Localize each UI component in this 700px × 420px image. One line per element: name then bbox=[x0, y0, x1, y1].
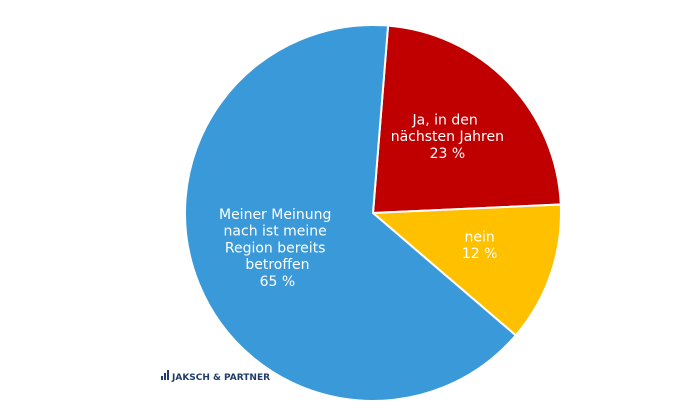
value-label: 65 % bbox=[260, 274, 296, 290]
logo-icon bbox=[161, 370, 169, 380]
logo: JAKSCH & PARTNER bbox=[171, 373, 270, 383]
pie-slice bbox=[184, 24, 518, 402]
pie-slice bbox=[371, 24, 562, 215]
pie-slice bbox=[370, 203, 562, 337]
slice-label: Meiner Meinung nach ist meine Region ber… bbox=[219, 207, 336, 273]
value-label: 23 % bbox=[430, 146, 466, 162]
slice-label: Ja, in den nächsten Jahren bbox=[391, 112, 504, 145]
slice-label: nein bbox=[465, 229, 495, 245]
value-label: 12 % bbox=[462, 246, 498, 262]
